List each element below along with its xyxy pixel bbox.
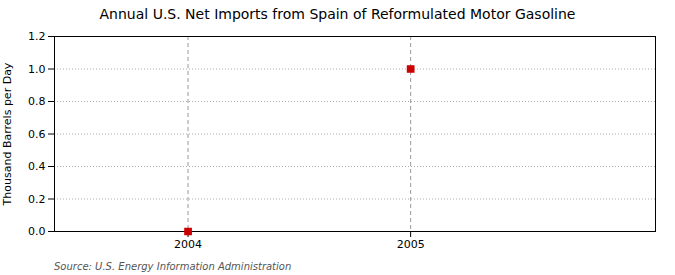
html-text:Annual U.S. Net Imports from S: Annual U.S. Net Imports from Spain of Re… <box>99 6 576 22</box>
svg-text:2004: 2004 <box>174 238 202 251</box>
svg-text:0.4: 0.4 <box>28 160 46 173</box>
svg-text:Thousand Barrels per Day: Thousand Barrels per Day <box>1 62 14 206</box>
svg-text:0.8: 0.8 <box>28 95 46 108</box>
svg-text:0.2: 0.2 <box>28 193 46 206</box>
svg-text:1.0: 1.0 <box>28 63 46 76</box>
svg-text:0.6: 0.6 <box>28 128 46 141</box>
svg-text:1.2: 1.2 <box>28 30 46 43</box>
html-text:Source: U.S. Energy Informatio: Source: U.S. Energy Information Administ… <box>54 261 292 272</box>
svg-text:2005: 2005 <box>397 238 425 251</box>
svg-text:0.0: 0.0 <box>28 225 46 238</box>
